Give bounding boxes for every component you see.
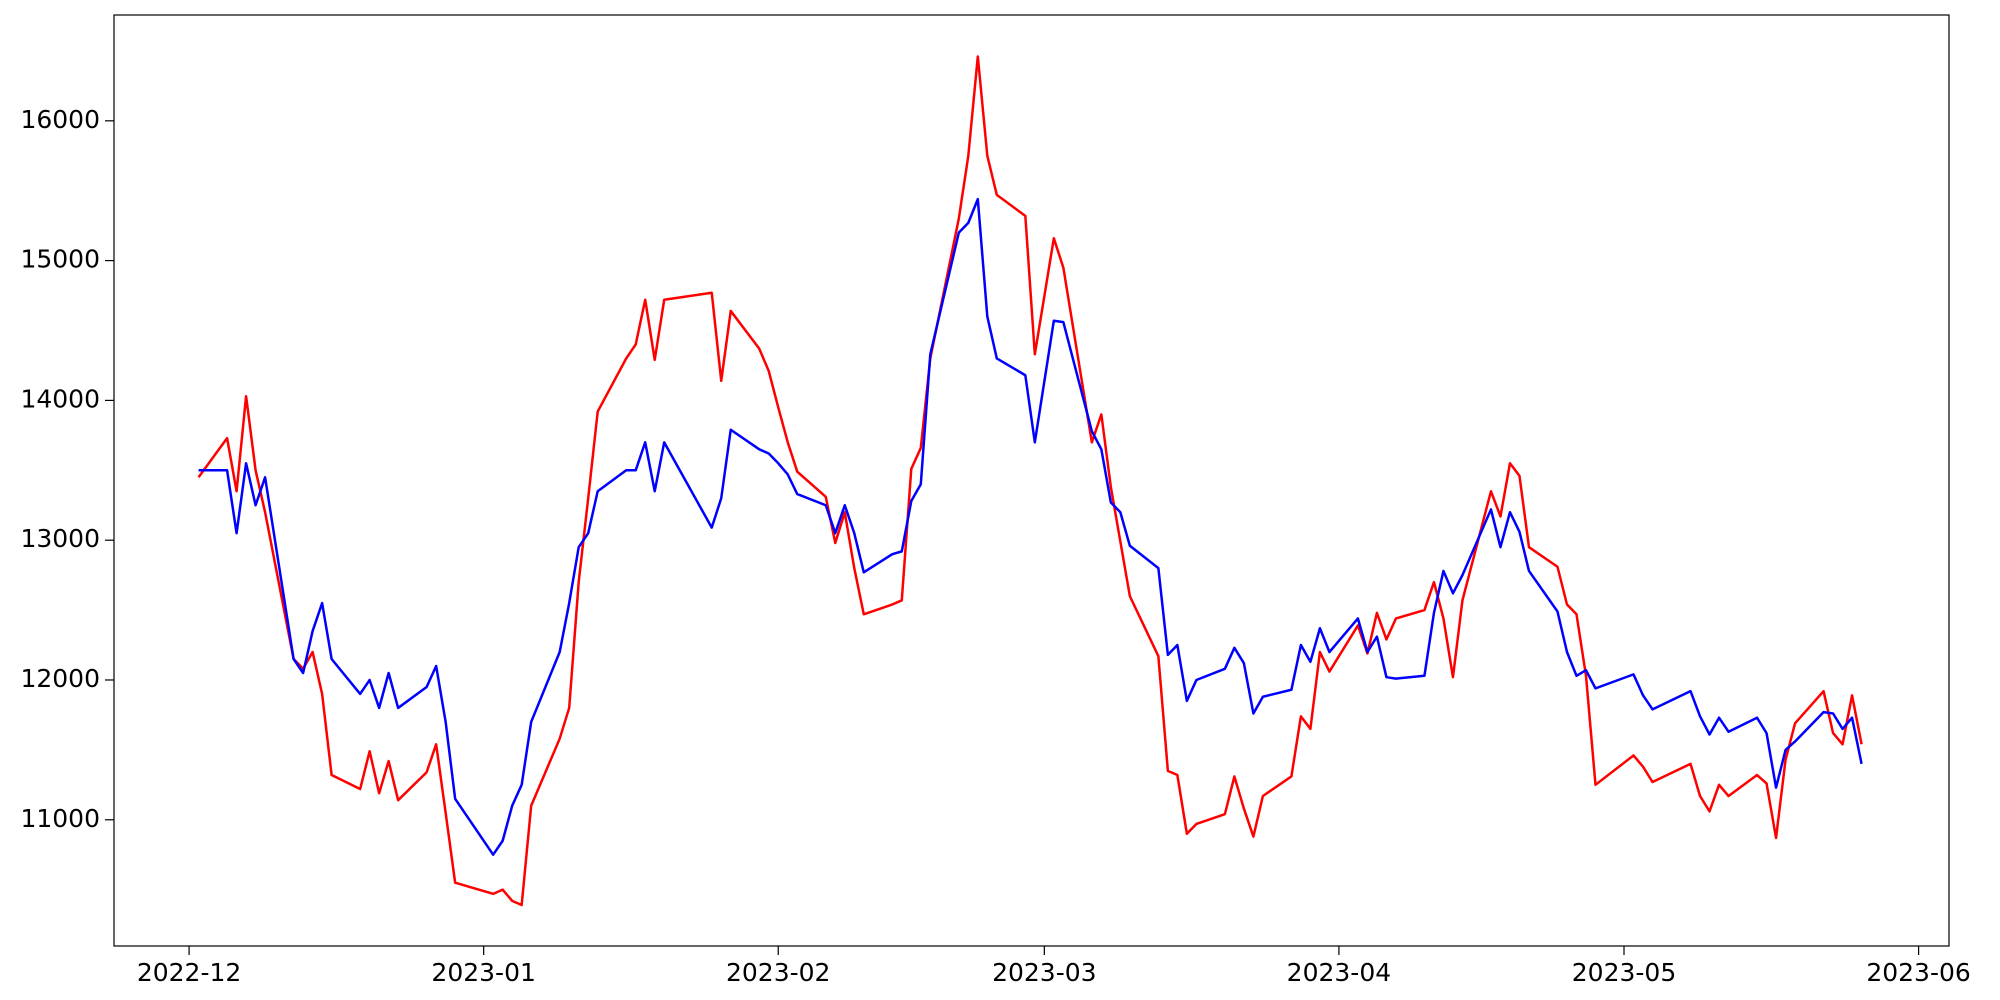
x-tick-label: 2023-04 [1287, 958, 1391, 987]
series-line [198, 197, 1863, 856]
x-tick-label: 2022-12 [137, 958, 241, 987]
y-tick-label: 12000 [20, 664, 100, 693]
x-tick-label: 2023-01 [431, 958, 535, 987]
series-line [197, 55, 1863, 907]
x-tick-label: 2023-02 [726, 958, 830, 987]
plot-frame [113, 14, 1950, 947]
y-tick-label: 14000 [20, 384, 100, 413]
x-tick-label: 2023-05 [1572, 958, 1676, 987]
y-tick-label: 16000 [20, 105, 100, 134]
y-tick-label: 11000 [20, 804, 100, 833]
y-tick-label: 15000 [20, 245, 100, 274]
y-tick-label: 13000 [20, 524, 100, 553]
x-tick-label: 2023-03 [992, 958, 1096, 987]
x-tick-label: 2023-06 [1866, 958, 1970, 987]
